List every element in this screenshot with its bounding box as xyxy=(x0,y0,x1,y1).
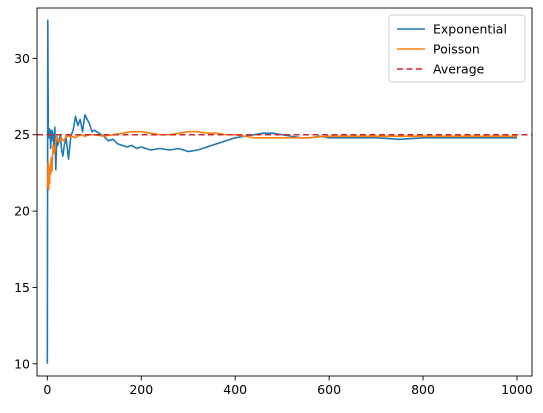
poisson-series-line xyxy=(47,132,517,190)
x-tick-label: 600 xyxy=(317,382,341,397)
legend-label-poisson: Poisson xyxy=(433,42,480,57)
x-tick-label: 1000 xyxy=(501,382,533,397)
x-tick-label: 400 xyxy=(223,382,247,397)
ticks-layer: 0 200 400 600 800 1000 10 15 20 25 30 xyxy=(14,51,533,397)
y-tick-label: 20 xyxy=(14,204,30,219)
y-tick-label: 25 xyxy=(14,127,30,142)
x-tick-label: 200 xyxy=(129,382,153,397)
legend: Exponential Poisson Average xyxy=(389,15,525,82)
x-tick-label: 800 xyxy=(411,382,435,397)
y-tick-label: 10 xyxy=(14,356,30,371)
y-tick-label: 30 xyxy=(14,51,30,66)
y-tick-label: 15 xyxy=(14,280,30,295)
legend-label-exponential: Exponential xyxy=(433,22,507,37)
x-tick-label: 0 xyxy=(43,382,51,397)
legend-label-average: Average xyxy=(433,62,485,77)
